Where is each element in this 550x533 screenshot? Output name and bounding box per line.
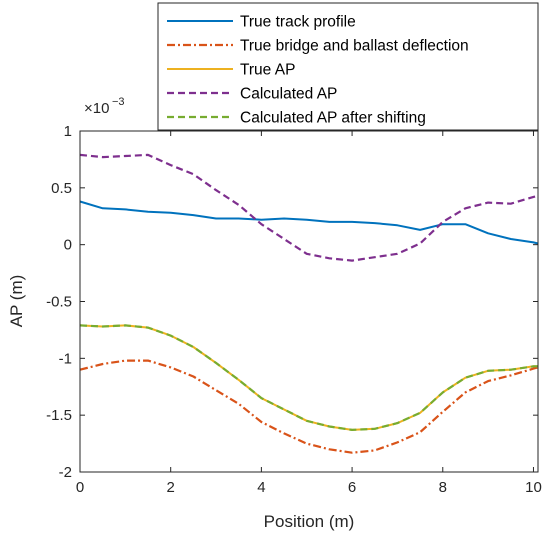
series-line-5 — [79, 324, 538, 431]
y-tick-label: -1.5 — [46, 407, 72, 424]
plot-lines — [79, 153, 539, 454]
x-tick-label: 10 — [525, 479, 542, 496]
series-line-1 — [79, 200, 539, 245]
y-exponent-base: ×10 — [84, 100, 109, 117]
x-tick-label: 0 — [76, 479, 84, 496]
x-tick-label: 8 — [439, 479, 447, 496]
y-tick-label: -2 — [59, 464, 72, 481]
legend-label-1: True track profile — [240, 14, 356, 31]
legend-label-3: True AP — [240, 62, 295, 79]
y-tick-label: -0.5 — [46, 294, 72, 311]
legend-label-2: True bridge and ballast deflection — [240, 38, 469, 55]
x-tick-label: 2 — [167, 479, 175, 496]
legend-label-4: Calculated AP — [240, 86, 337, 103]
x-tick-label: 6 — [348, 479, 356, 496]
y-tick-label: 0 — [64, 237, 72, 254]
y-tick-label: 0.5 — [51, 180, 72, 197]
legend-box — [157, 2, 539, 131]
y-exponent-power: −3 — [112, 96, 125, 108]
y-tick-label: 1 — [64, 123, 72, 140]
legend: True track profile True bridge and ballas… — [157, 2, 539, 131]
y-tick-label: -1 — [59, 350, 72, 367]
series-line-4 — [79, 153, 539, 262]
series-line-2 — [79, 359, 539, 454]
x-axis-label: Position (m) — [264, 512, 355, 531]
x-tick-label: 4 — [257, 479, 265, 496]
tick-labels: 0 2 4 6 8 10 1 0.5 0 -0.5 -1 -1.5 -2 — [46, 123, 542, 496]
axis-ticks — [79, 130, 538, 473]
legend-label-5: Calculated AP after shifting — [240, 110, 426, 127]
y-axis-label: AP (m) — [7, 275, 26, 328]
